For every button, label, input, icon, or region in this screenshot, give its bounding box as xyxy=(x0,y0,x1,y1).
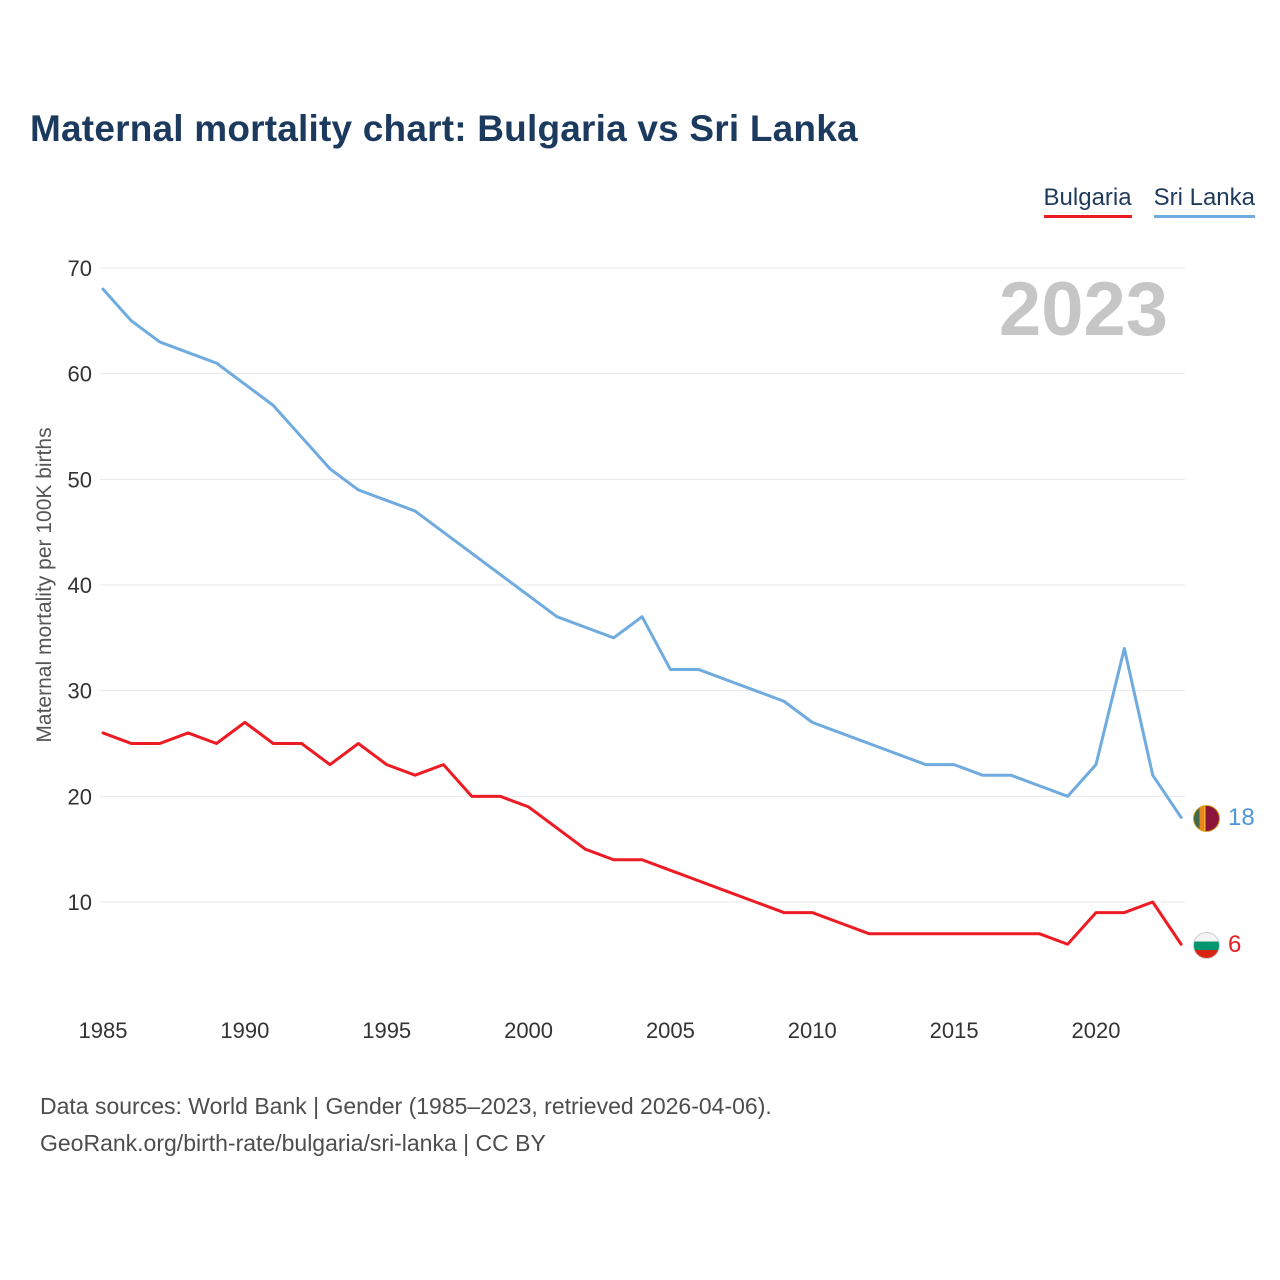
y-tick-label: 50 xyxy=(68,467,92,492)
footer-attribution: GeoRank.org/birth-rate/bulgaria/sri-lank… xyxy=(40,1130,546,1156)
legend: Bulgaria Sri Lanka xyxy=(1043,184,1255,218)
x-tick-label: 2020 xyxy=(1072,1018,1121,1043)
y-tick-label: 40 xyxy=(68,573,92,598)
x-tick-label: 1995 xyxy=(362,1018,411,1043)
bulgaria-end-label: 6 xyxy=(1193,931,1241,959)
y-tick-label: 20 xyxy=(68,784,92,809)
series-line-sri-lanka xyxy=(101,287,1183,819)
page-title: Maternal mortality chart: Bulgaria vs Sr… xyxy=(30,108,858,149)
x-tick-label: 2015 xyxy=(930,1018,979,1043)
bulgaria-end-value: 6 xyxy=(1228,931,1242,958)
y-tick-label: 10 xyxy=(68,890,92,915)
watermark-year: 2023 xyxy=(998,267,1168,352)
y-tick-label: 70 xyxy=(68,256,92,281)
series-line-bulgaria xyxy=(101,720,1183,946)
x-tick-label: 2005 xyxy=(646,1018,695,1043)
x-tick-label: 1990 xyxy=(220,1018,269,1043)
x-tick-label: 2010 xyxy=(788,1018,837,1043)
y-tick-label: 30 xyxy=(68,679,92,704)
footer: Data sources: World Bank | Gender (1985–… xyxy=(40,1088,772,1162)
sri-lanka-end-label: 18 xyxy=(1193,804,1255,832)
x-tick-label: 2000 xyxy=(504,1018,553,1043)
legend-item-bulgaria[interactable]: Bulgaria xyxy=(1043,184,1132,218)
y-tick-label: 60 xyxy=(68,362,92,387)
sri-lanka-flag-icon xyxy=(1193,804,1220,832)
footer-sources: Data sources: World Bank | Gender (1985–… xyxy=(40,1093,772,1119)
sri-lanka-end-value: 18 xyxy=(1228,804,1255,831)
x-tick-label: 1985 xyxy=(79,1018,128,1043)
bulgaria-flag-icon xyxy=(1193,931,1220,959)
legend-item-sri-lanka[interactable]: Sri Lanka xyxy=(1153,184,1255,218)
